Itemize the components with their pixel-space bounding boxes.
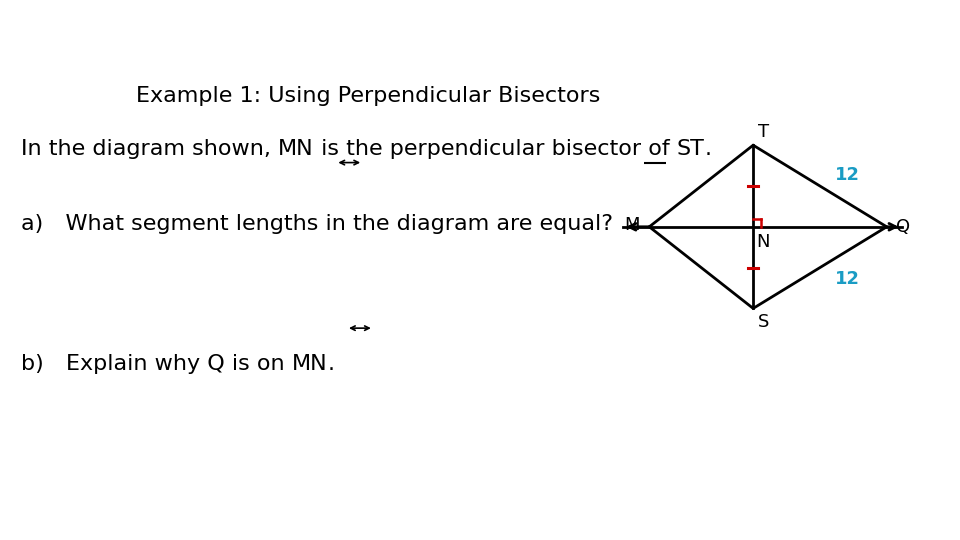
Text: M: M — [625, 216, 640, 234]
Text: Q: Q — [896, 218, 910, 236]
Text: .: . — [327, 354, 334, 374]
Text: ST: ST — [677, 139, 705, 159]
Text: MN: MN — [292, 354, 327, 374]
Text: .: . — [705, 139, 711, 159]
Text: T: T — [757, 123, 769, 141]
Text: In the diagram shown,: In the diagram shown, — [21, 139, 278, 159]
Text: is the perpendicular bisector of: is the perpendicular bisector of — [314, 139, 677, 159]
Text: b) Explain why Q is on: b) Explain why Q is on — [21, 354, 292, 374]
Text: MN: MN — [278, 139, 314, 159]
Text: S: S — [757, 313, 769, 331]
Text: 12: 12 — [835, 269, 860, 288]
Text: a) What segment lengths in the diagram are equal?: a) What segment lengths in the diagram a… — [21, 214, 613, 234]
Text: N: N — [756, 233, 770, 252]
Text: Example 1: Using Perpendicular Bisectors: Example 1: Using Perpendicular Bisectors — [136, 85, 601, 106]
Text: 12: 12 — [835, 166, 860, 184]
